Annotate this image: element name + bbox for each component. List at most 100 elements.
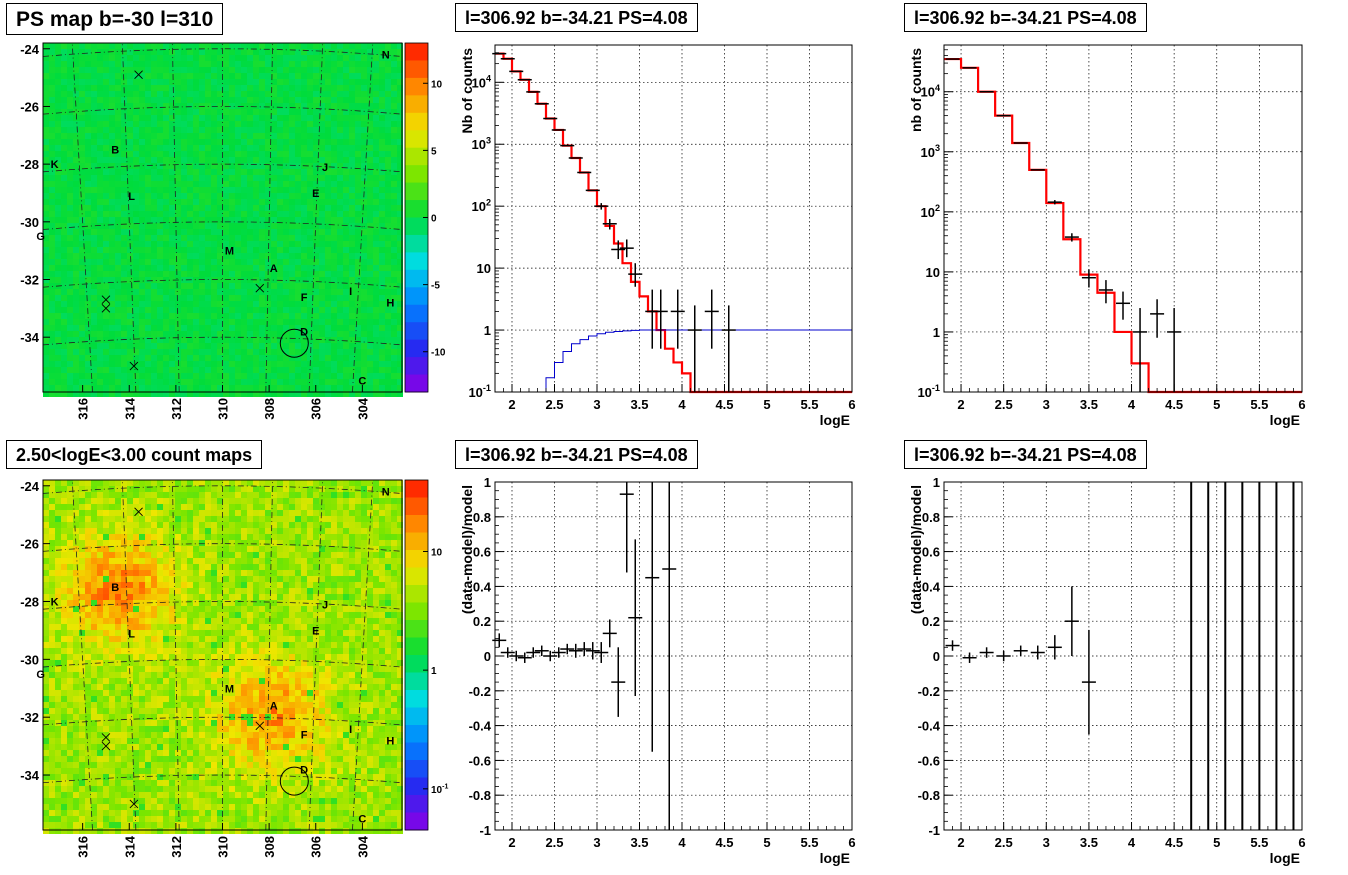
map-pixel [397, 181, 403, 187]
map-pixel [157, 241, 163, 247]
map-pixel [325, 79, 331, 85]
map-pixel [229, 61, 235, 67]
map-pixel [307, 127, 313, 133]
map-pixel [73, 253, 79, 259]
map-pixel [355, 516, 361, 522]
map-pixel [139, 343, 145, 349]
map-pixel [109, 169, 115, 175]
map-pixel [163, 145, 169, 151]
map-pixel [49, 289, 55, 295]
map-pixel [295, 289, 301, 295]
map-pixel [259, 379, 265, 385]
map-pixel [187, 115, 193, 121]
cross-stroke [134, 70, 143, 80]
map-pixel [85, 73, 91, 79]
map-pixel [199, 319, 205, 325]
map-pixel [337, 337, 343, 343]
map-pixel [145, 313, 151, 319]
map-pixel [97, 283, 103, 289]
map-pixel [115, 43, 121, 49]
map-pixel [235, 385, 241, 391]
map-pixel [211, 325, 217, 331]
map-pixel [265, 492, 271, 498]
map-pixel [367, 181, 373, 187]
map-pixel [61, 205, 67, 211]
map-pixel [379, 379, 385, 385]
map-pixel [349, 492, 355, 498]
map-pixel [79, 534, 85, 540]
map-pixel [337, 522, 343, 528]
map-pixel [115, 115, 121, 121]
map-pixel [61, 97, 67, 103]
map-pixel [169, 516, 175, 522]
map-pixel [97, 277, 103, 283]
map-pixel [319, 331, 325, 337]
source-label-d: D [300, 326, 308, 338]
map-pixel [349, 301, 355, 307]
map-pixel [217, 289, 223, 295]
map-pixel [55, 91, 61, 97]
map-pixel [289, 331, 295, 337]
map-pixel [109, 181, 115, 187]
map-pixel [235, 253, 241, 259]
map-pixel [367, 103, 373, 109]
map-pixel [313, 307, 319, 313]
map-pixel [139, 217, 145, 223]
map-pixel [43, 145, 49, 151]
map-pixel [301, 295, 307, 301]
map-pixel [91, 241, 97, 247]
map-pixel [127, 486, 133, 492]
residual-point [534, 645, 549, 656]
map-pixel [349, 235, 355, 241]
map-pixel [379, 235, 385, 241]
map-pixel [355, 181, 361, 187]
map-pixel [391, 307, 397, 313]
map-pixel [361, 283, 367, 289]
map-pixel [109, 145, 115, 151]
map-pixel [313, 49, 319, 55]
map-pixel [259, 145, 265, 151]
map-pixel [61, 199, 67, 205]
map-pixel [235, 73, 241, 79]
map-pixel [157, 307, 163, 313]
map-pixel [307, 379, 313, 385]
y-axis-title: (data-model)/model [459, 485, 475, 614]
map-pixel [133, 289, 139, 295]
map-pixel [199, 349, 205, 355]
data-point [619, 239, 634, 258]
map-pixel [91, 109, 97, 115]
map-pixel [391, 385, 397, 391]
map-pixel [277, 169, 283, 175]
map-pixel [67, 199, 73, 205]
map-pixel [91, 486, 97, 492]
map-pixel [391, 73, 397, 79]
map-pixel [157, 223, 163, 229]
map-pixel [55, 205, 61, 211]
map-pixel [151, 319, 157, 325]
map-pixel [73, 295, 79, 301]
map-pixel [259, 217, 265, 223]
map-pixel [121, 91, 127, 97]
map-pixel [73, 61, 79, 67]
map-pixel [103, 516, 109, 522]
map-pixel [253, 319, 259, 325]
map-pixel [145, 229, 151, 235]
map-pixel [163, 349, 169, 355]
map-pixel [55, 43, 61, 49]
map-pixel [391, 121, 397, 127]
map-pixel [127, 337, 133, 343]
map-pixel [127, 157, 133, 163]
map-pixel [223, 229, 229, 235]
map-pixel [367, 277, 373, 283]
map-pixel [97, 271, 103, 277]
map-pixel [217, 265, 223, 271]
map-pixel [355, 127, 361, 133]
map-pixel [79, 115, 85, 121]
map-pixel [193, 349, 199, 355]
map-pixel [181, 307, 187, 313]
map-pixel [313, 373, 319, 379]
map-pixel [79, 391, 85, 397]
map-pixel [367, 241, 373, 247]
map-pixel [49, 325, 55, 331]
map-pixel [91, 343, 97, 349]
